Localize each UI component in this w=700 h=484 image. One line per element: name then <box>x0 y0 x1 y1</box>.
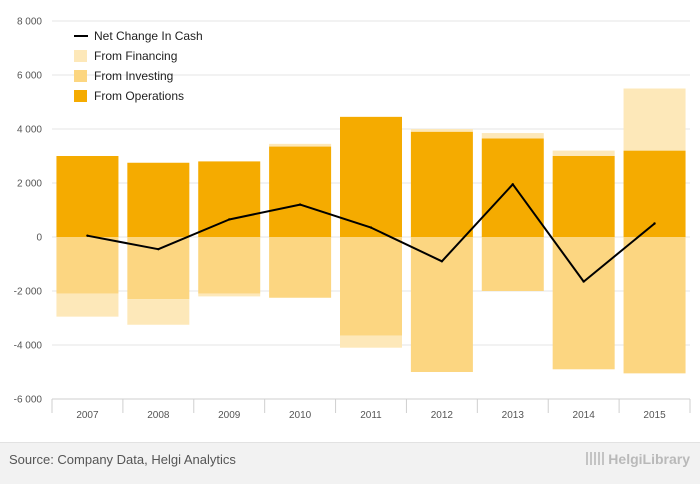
legend-swatch-from-financing <box>74 50 87 62</box>
x-tick-label: 2014 <box>573 410 596 421</box>
y-tick-label: 4 000 <box>17 125 42 136</box>
legend-label-from-operations: From Operations <box>94 89 184 103</box>
net-change-line-layer <box>86 183 656 283</box>
bar-from-operations-2010 <box>269 146 332 237</box>
bar-from-operations-2009 <box>198 161 261 237</box>
net-change-point-2009 <box>228 218 231 221</box>
bar-from-investing-2008 <box>127 237 190 300</box>
bar-from-operations-2013 <box>481 138 544 237</box>
x-tick-label: 2011 <box>360 410 382 421</box>
bars-layer <box>56 88 686 374</box>
legend-swatch-from-operations <box>74 90 87 102</box>
net-change-point-2011 <box>369 226 373 229</box>
bar-from-financing-2013 <box>481 133 544 139</box>
x-tick-label: 2015 <box>643 410 666 421</box>
bar-from-financing-2015 <box>623 88 686 151</box>
x-tick-label: 2007 <box>76 410 99 421</box>
y-tick-label: 8 000 <box>17 17 42 28</box>
footer: Source: Company Data, Helgi Analytics He… <box>0 442 700 484</box>
bar-from-operations-2014 <box>552 156 615 237</box>
bar-from-investing-2011 <box>340 237 402 336</box>
bar-from-investing-2010 <box>269 237 332 298</box>
source-note: Source: Company Data, Helgi Analytics <box>9 452 236 467</box>
legend: Net Change In Cash From Financing From Inv… <box>74 29 203 103</box>
y-axis: -6 000 -4 000 -2 000 0 2 000 4 000 6 000 8 000 <box>14 17 43 406</box>
y-tick-label: 2 000 <box>17 179 42 190</box>
net-change-point-2013 <box>511 183 514 186</box>
bar-from-investing-2012 <box>410 237 473 372</box>
legend-swatch-from-investing <box>74 70 87 82</box>
bar-from-operations-2012 <box>410 131 473 237</box>
legend-label-net-change-in-cash: Net Change In Cash <box>94 29 203 43</box>
bar-from-financing-2010 <box>269 143 332 147</box>
bar-from-investing-2007 <box>56 237 119 294</box>
brand-logo: HelgiLibrary <box>586 451 690 467</box>
bar-from-investing-2009 <box>198 237 261 294</box>
net-change-point-2012 <box>440 260 444 263</box>
bar-from-operations-2011 <box>340 116 402 237</box>
library-icon <box>586 452 605 465</box>
x-axis: 2007 2008 2009 2010 2011 2012 2013 2014 2015 <box>51 398 691 421</box>
bar-from-operations-2008 <box>127 162 190 237</box>
net-change-point-2014 <box>582 280 585 283</box>
y-tick-label: -4 000 <box>14 341 43 352</box>
y-tick-label: 6 000 <box>17 71 42 82</box>
legend-label-from-financing: From Financing <box>94 49 177 63</box>
net-change-point-2007 <box>86 234 89 237</box>
y-tick-label: -6 000 <box>14 395 43 406</box>
bar-from-investing-2014 <box>552 237 615 370</box>
bar-from-financing-2007 <box>56 293 119 317</box>
y-tick-label: -2 000 <box>14 287 43 298</box>
bar-from-financing-2012 <box>410 129 473 132</box>
net-change-point-2015 <box>653 222 656 225</box>
x-tick-label: 2013 <box>502 410 525 421</box>
bar-from-investing-2013 <box>481 237 544 291</box>
bar-from-financing-2014 <box>552 150 615 156</box>
bar-from-operations-2007 <box>56 156 119 237</box>
bar-from-financing-2011 <box>340 335 402 348</box>
bar-from-financing-2008 <box>127 299 190 325</box>
bar-from-investing-2015 <box>623 237 686 374</box>
x-tick-label: 2010 <box>289 410 312 421</box>
y-tick-label: 0 <box>36 233 42 244</box>
x-tick-label: 2008 <box>147 410 170 421</box>
bar-from-financing-2009 <box>198 293 261 297</box>
x-tick-label: 2009 <box>218 410 241 421</box>
net-change-point-2010 <box>298 203 302 206</box>
net-change-point-2008 <box>157 247 160 251</box>
legend-label-from-investing: From Investing <box>94 69 173 83</box>
x-tick-label: 2012 <box>431 410 454 421</box>
brand-name: HelgiLibrary <box>608 451 690 467</box>
